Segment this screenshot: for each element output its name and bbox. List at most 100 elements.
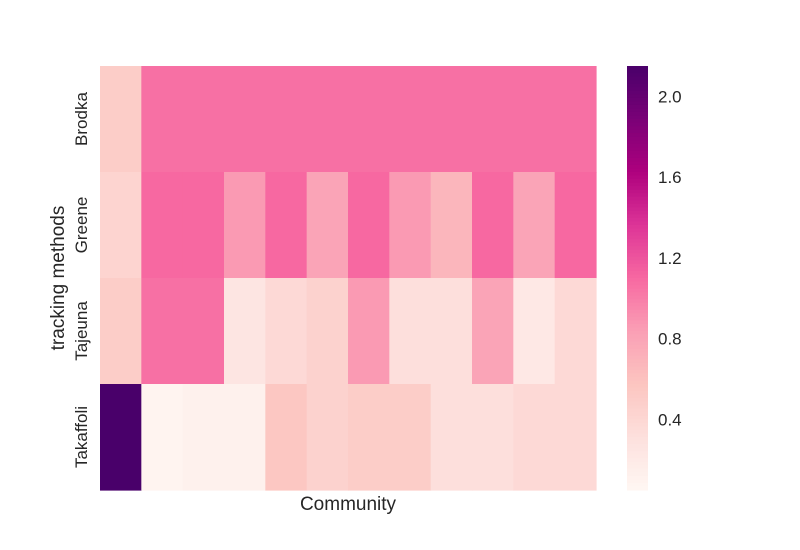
- colorbar-segment: [627, 172, 648, 177]
- colorbar-segment: [627, 186, 648, 191]
- colorbar-segment: [627, 200, 648, 205]
- colorbar-segment: [627, 260, 648, 265]
- colorbar-segment: [627, 111, 648, 117]
- colorbar-segment: [627, 168, 648, 173]
- colorbar-segment: [627, 253, 648, 258]
- colorbar-segment: [627, 359, 648, 364]
- heatmap-cell: [554, 278, 597, 385]
- colorbar-segment: [627, 126, 648, 131]
- heatmap-cell: [265, 172, 308, 279]
- colorbar-segment: [627, 486, 648, 491]
- colorbar-segment: [627, 320, 648, 325]
- colorbar-segment: [627, 133, 648, 138]
- colorbar-segment: [627, 76, 648, 81]
- colorbar-segment: [627, 384, 648, 389]
- colorbar-segment: [627, 228, 648, 233]
- colorbar-segment: [627, 387, 648, 392]
- colorbar-segment: [627, 288, 648, 293]
- colorbar-segment: [627, 256, 648, 261]
- colorbar-tick-label: 2.0: [658, 87, 682, 106]
- colorbar-segment: [627, 136, 648, 141]
- colorbar-segment: [627, 203, 648, 208]
- heatmap-cell: [182, 384, 225, 491]
- colorbar-segment: [627, 80, 648, 85]
- colorbar-segment: [627, 437, 648, 442]
- heatmap-cell: [348, 278, 390, 385]
- colorbar-segment: [627, 207, 648, 212]
- colorbar-segment: [627, 214, 648, 219]
- heatmap-cell: [430, 66, 473, 173]
- heatmap-cell: [554, 172, 597, 279]
- colorbar-segment: [627, 221, 648, 226]
- colorbar-segment: [627, 129, 648, 134]
- colorbar-segment: [627, 331, 648, 336]
- colorbar-segment: [627, 412, 648, 417]
- heatmap-cell: [224, 384, 266, 491]
- heatmap-cell: [141, 172, 184, 279]
- row-labels: Brodka Greene Tajeuna Takaffoli: [72, 92, 91, 469]
- colorbar-segment: [627, 433, 648, 438]
- colorbar-segment: [627, 249, 648, 254]
- colorbar-segment: [627, 299, 648, 304]
- colorbar-segment: [627, 345, 648, 350]
- colorbar-segment: [627, 465, 648, 470]
- colorbar-segment: [627, 451, 648, 456]
- colorbar-segment: [627, 454, 648, 459]
- heatmap-cell: [513, 278, 556, 385]
- heatmap-cell: [513, 172, 556, 279]
- heatmap-cell: [100, 66, 142, 173]
- row-label: Takaffoli: [72, 406, 91, 468]
- colorbar-segment: [627, 458, 648, 463]
- colorbar-segment: [627, 380, 648, 385]
- heatmap-cell: [265, 66, 308, 173]
- colorbar-segment: [627, 270, 648, 276]
- colorbar-segment: [627, 164, 648, 170]
- heatmap-cell: [348, 66, 390, 173]
- colorbar-segment: [627, 422, 648, 427]
- colorbar-segment: [627, 369, 648, 374]
- colorbar-segment: [627, 122, 648, 127]
- colorbar-segment: [627, 196, 648, 201]
- colorbar-segment: [627, 179, 648, 184]
- colorbar-segment: [627, 281, 648, 286]
- colorbar-segment: [627, 323, 648, 329]
- heatmap-cells: [100, 66, 597, 491]
- heatmap-cell: [430, 384, 473, 491]
- row-label: Greene: [72, 197, 91, 254]
- y-axis-label: tracking methods: [48, 206, 69, 351]
- heatmap-cell: [472, 384, 514, 491]
- colorbar-segment: [627, 285, 648, 290]
- colorbar-segment: [627, 309, 648, 314]
- colorbar-segment: [627, 232, 648, 237]
- colorbar-segment: [627, 263, 648, 268]
- colorbar: [627, 66, 648, 491]
- colorbar-segment: [627, 94, 648, 99]
- colorbar-segment: [627, 313, 648, 318]
- colorbar-segment: [627, 225, 648, 230]
- heatmap-cell: [348, 384, 390, 491]
- heatmap-cell: [430, 278, 473, 385]
- colorbar-segment: [627, 440, 648, 445]
- colorbar-segment: [627, 150, 648, 155]
- heatmap-cell: [182, 66, 225, 173]
- colorbar-segment: [627, 341, 648, 346]
- colorbar-segment: [627, 274, 648, 279]
- colorbar-segment: [627, 373, 648, 378]
- colorbar-segment: [627, 429, 648, 435]
- colorbar-segment: [627, 140, 648, 145]
- colorbar-segment: [627, 398, 648, 403]
- heatmap-cell: [513, 384, 556, 491]
- colorbar-segment: [627, 475, 648, 480]
- colorbar-segment: [627, 376, 648, 382]
- colorbar-segment: [627, 189, 648, 194]
- colorbar-segment: [627, 235, 648, 240]
- colorbar-segment: [627, 292, 648, 297]
- heatmap-cell: [389, 66, 432, 173]
- heatmap-cell: [554, 66, 597, 173]
- heatmap-cell: [265, 278, 308, 385]
- colorbar-segment: [627, 352, 648, 357]
- colorbar-segment: [627, 419, 648, 424]
- colorbar-segment: [627, 447, 648, 452]
- colorbar-segment: [627, 468, 648, 473]
